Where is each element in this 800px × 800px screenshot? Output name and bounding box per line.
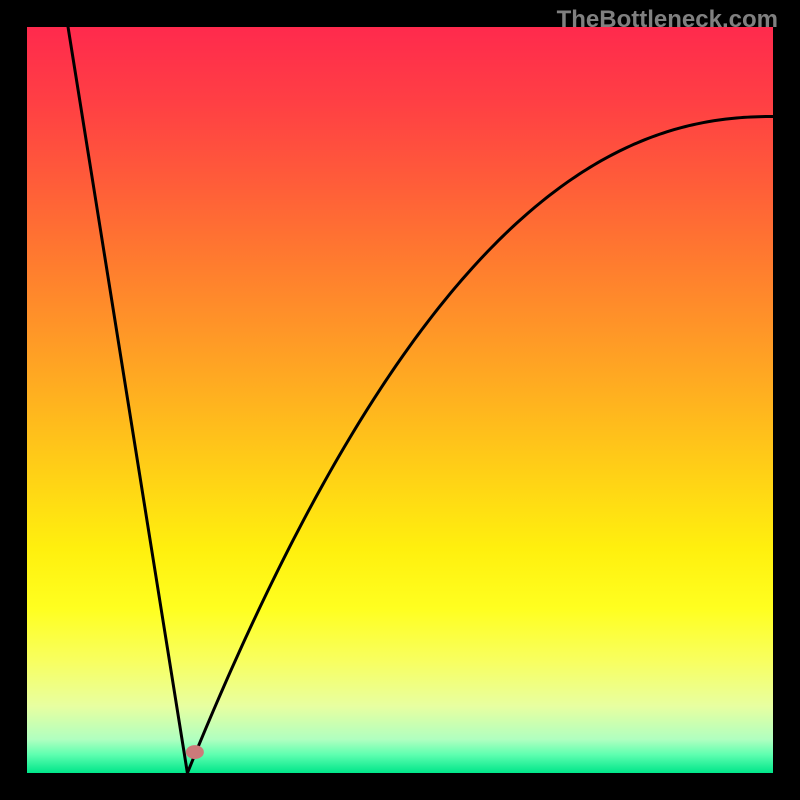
watermark-text: TheBottleneck.com [557,6,778,34]
plot-area [27,27,773,773]
chart-container: TheBottleneck.com [0,0,800,800]
